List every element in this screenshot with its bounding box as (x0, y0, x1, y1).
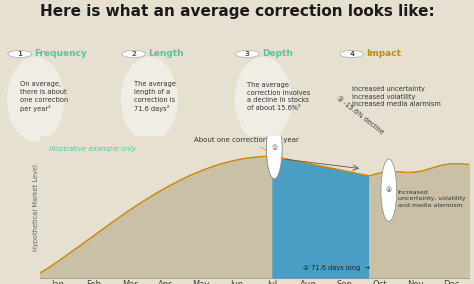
Circle shape (236, 50, 259, 57)
Text: ② 71.6 days long  →: ② 71.6 days long → (303, 265, 370, 271)
Text: Impact: Impact (366, 49, 401, 59)
Text: Length: Length (148, 49, 183, 59)
Text: Here is what an average correction looks like:: Here is what an average correction looks… (40, 4, 434, 19)
Text: 3: 3 (245, 51, 250, 57)
Text: The average
length of a
correction is
71.6 days²: The average length of a correction is 71… (134, 81, 176, 112)
Text: The average
correction involves
a decline in stocks
of about 15.6%²: The average correction involves a declin… (247, 82, 310, 111)
Y-axis label: Hypothetical Market Level: Hypothetical Market Level (33, 164, 39, 251)
Text: Increased uncertainty
Increased volatility
Increased media alarmism: Increased uncertainty Increased volatili… (352, 86, 440, 107)
Text: 4: 4 (349, 51, 354, 57)
Text: Frequency: Frequency (34, 49, 87, 59)
Text: ③ -15.6% decline: ③ -15.6% decline (335, 95, 384, 136)
Circle shape (340, 50, 364, 57)
Text: 1: 1 (18, 51, 22, 57)
Text: Increased
uncertainty, volatility
and media alarmism: Increased uncertainty, volatility and me… (398, 190, 465, 208)
Circle shape (8, 50, 32, 57)
Text: Illustrative example only: Illustrative example only (49, 145, 136, 152)
Text: ①: ① (271, 145, 277, 151)
Circle shape (381, 159, 397, 222)
Text: 2: 2 (131, 51, 136, 57)
Ellipse shape (121, 57, 178, 142)
Ellipse shape (235, 57, 292, 142)
Ellipse shape (7, 57, 64, 142)
Text: ④: ④ (386, 187, 392, 193)
Circle shape (266, 116, 282, 179)
Text: About one correction per year: About one correction per year (194, 137, 299, 152)
Text: On average,
there is about
one correction
per year²: On average, there is about one correctio… (20, 81, 68, 112)
Text: Depth: Depth (262, 49, 292, 59)
Circle shape (122, 50, 146, 57)
